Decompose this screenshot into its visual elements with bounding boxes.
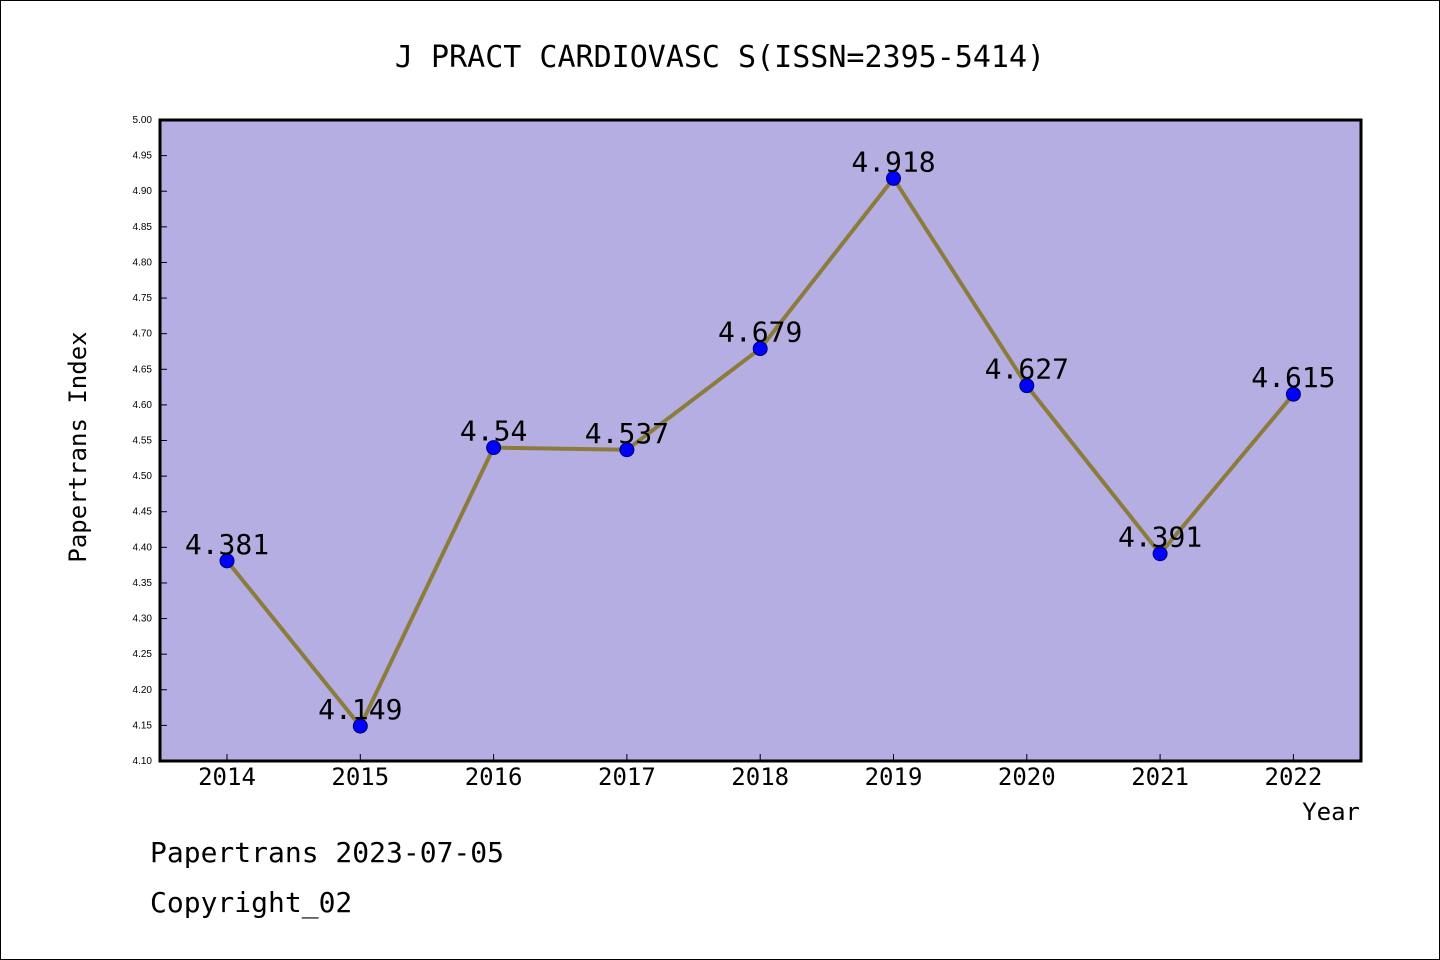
x-tick-label: 2017	[598, 763, 656, 791]
markers-group	[219, 170, 1301, 734]
y-tick-label: 4.95	[133, 151, 153, 162]
x-tick-label: 2018	[731, 763, 789, 791]
data-point	[1019, 378, 1035, 394]
plot-area	[160, 120, 1361, 761]
y-tick-label: 4.65	[133, 364, 153, 375]
x-tick-label: 2020	[998, 763, 1056, 791]
y-tick-label: 4.70	[133, 329, 153, 340]
data-point	[619, 442, 635, 458]
x-tick-label: 2016	[465, 763, 523, 791]
data-point	[219, 553, 235, 569]
data-point	[1152, 546, 1168, 562]
plot-border	[158, 118, 1363, 763]
y-tick-label: 4.75	[133, 293, 153, 304]
y-tick-label: 4.35	[133, 578, 153, 589]
data-label: 4.381	[185, 528, 269, 561]
y-tick-label: 4.30	[133, 614, 153, 625]
footer-date: Papertrans 2023-07-05	[150, 836, 505, 869]
data-label: 4.391	[1118, 521, 1202, 554]
x-tick-label: 2014	[198, 763, 256, 791]
y-tick-label: 4.85	[133, 222, 153, 233]
y-tick-label: 4.90	[133, 186, 153, 197]
y-tick-label: 4.15	[133, 720, 153, 731]
data-point	[1285, 386, 1301, 402]
data-label: 4.537	[585, 417, 669, 450]
data-point	[752, 341, 768, 357]
data-point	[886, 170, 901, 186]
y-tick-label: 4.45	[133, 507, 153, 518]
y-tick-label: 4.20	[133, 685, 153, 696]
data-label: 4.54	[460, 415, 527, 448]
x-axis: 2014 2015 2016 2017 2018 2019 2020 2021 2022	[198, 754, 1322, 791]
x-tick-label: 2021	[1131, 763, 1189, 791]
footer-copyright: Copyright_02	[150, 886, 353, 919]
y-tick-label: 4.40	[133, 542, 153, 553]
x-tick-label: 2015	[331, 763, 389, 791]
y-tick-label: 4.55	[133, 436, 153, 447]
data-label: 4.918	[851, 145, 935, 178]
y-tick-label: 4.80	[133, 257, 153, 268]
data-labels-group: 4.381 4.149 4.54 4.537 4.679 4.918 4.627 4.391 4…	[185, 145, 1336, 726]
x-tick-label: 2022	[1265, 763, 1323, 791]
chart-title: J PRACT CARDIOVASC S(ISSN=2395-5414)	[395, 40, 1045, 75]
x-tick-label: 2019	[865, 763, 923, 791]
y-tick-label: 5.00	[133, 115, 153, 126]
y-tick-label: 4.25	[133, 649, 153, 660]
data-label: 4.615	[1251, 361, 1335, 394]
data-point	[352, 718, 368, 734]
x-axis-label: Year	[1302, 798, 1360, 826]
data-point	[486, 440, 502, 456]
data-label: 4.679	[718, 316, 802, 349]
y-tick-label: 4.10	[133, 756, 153, 767]
data-label: 4.149	[318, 693, 402, 726]
data-label: 4.627	[985, 353, 1069, 386]
y-tick-label: 4.50	[133, 471, 153, 482]
y-axis-label: Papertrans Index	[64, 331, 92, 562]
y-tick-label: 4.60	[133, 400, 153, 411]
